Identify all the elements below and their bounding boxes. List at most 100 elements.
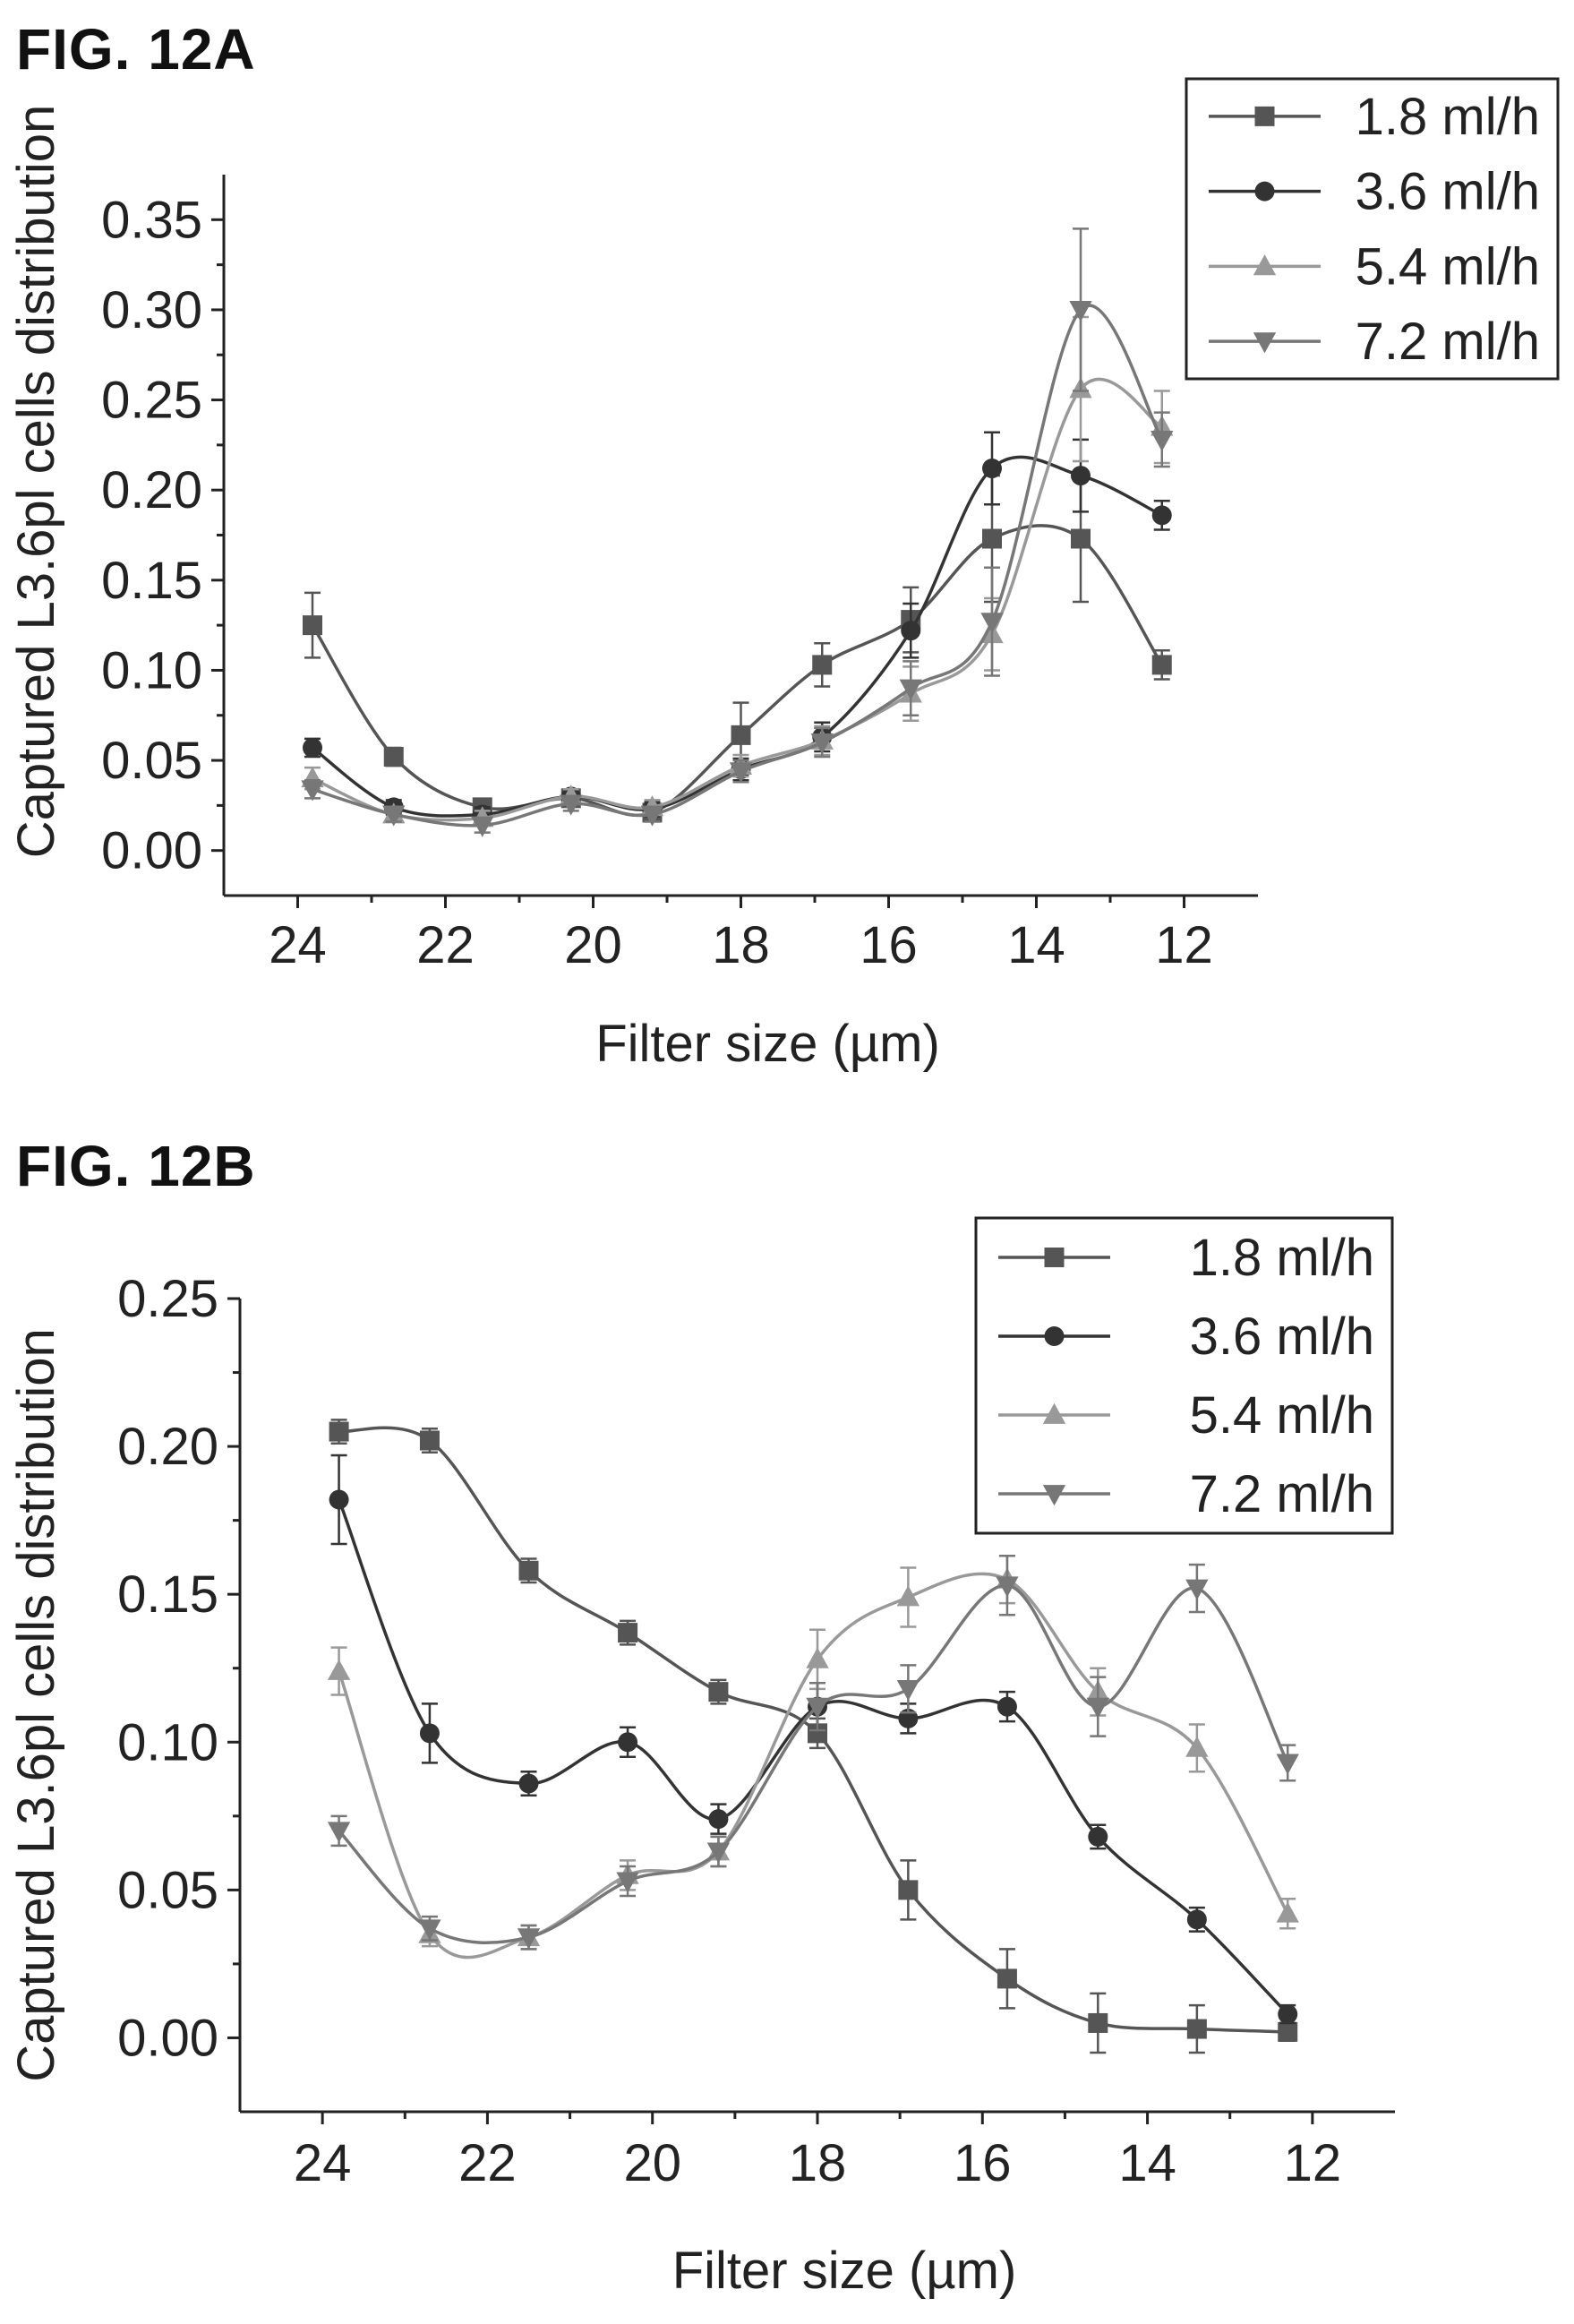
series-line (337, 1572, 1289, 1960)
legend-marker (1042, 1485, 1066, 1506)
legend-label: 7.2 ml/h (1190, 1465, 1374, 1523)
y-tick-label: 0.25 (101, 372, 202, 430)
data-point (1151, 430, 1174, 452)
y-tick-label: 0.00 (117, 2009, 218, 2067)
x-tick-label: 22 (416, 916, 475, 974)
data-point (1088, 1826, 1108, 1847)
legend-label: 3.6 ml/h (1356, 163, 1540, 221)
data-point (997, 1968, 1017, 1989)
data-point (560, 794, 583, 816)
data-point (640, 805, 664, 827)
series-1-8-ml-h (329, 1419, 1298, 2054)
y-tick-label: 0.20 (101, 461, 202, 519)
data-point (327, 1822, 351, 1843)
data-point (1276, 1901, 1299, 1923)
data-point (1186, 1909, 1207, 1930)
x-tick-label: 12 (1155, 916, 1213, 974)
data-point (708, 1809, 729, 1830)
x-tick-label: 16 (860, 916, 918, 974)
y-axis-title: Captured L3.6pl cells distribution (7, 105, 65, 858)
data-point (997, 1696, 1017, 1717)
data-point (806, 1647, 829, 1668)
y-tick-label: 0.05 (117, 1861, 218, 1919)
series-3-6-ml-h (329, 1454, 1298, 2025)
data-point (896, 1585, 920, 1607)
y-tick-label: 0.30 (101, 281, 202, 339)
data-point (616, 1872, 639, 1893)
data-point (419, 1723, 440, 1744)
legend-marker (1254, 106, 1275, 126)
data-point (806, 1697, 829, 1719)
series-7-2-ml-h (301, 227, 1174, 837)
y-tick-label: 0.15 (101, 552, 202, 610)
y-axis-title: Captured L3.6pl cells distribution (7, 1328, 65, 2081)
legend: 1.8 ml/h 3.6 ml/h 5.4 ml/h 7.2 ml/h (1185, 77, 1560, 381)
legend-marker (1253, 332, 1277, 354)
data-point (1088, 2012, 1108, 2033)
data-point (706, 1842, 731, 1864)
legend-label: 1.8 ml/h (1190, 1229, 1374, 1287)
data-point (329, 1489, 349, 1510)
data-point (810, 733, 834, 755)
data-point (301, 780, 324, 802)
data-point (419, 1430, 440, 1451)
legend-entry: 5.4 ml/h (1209, 237, 1540, 296)
legend-marker (1254, 181, 1275, 202)
data-point (982, 459, 1002, 479)
figure-12b-label: FIG. 12B (16, 1134, 256, 1198)
legend-marker (1042, 1402, 1066, 1424)
data-point (708, 1682, 729, 1702)
legend-entry: 3.6 ml/h (1209, 163, 1540, 221)
legend-label: 5.4 ml/h (1190, 1386, 1374, 1445)
data-point (729, 762, 753, 784)
x-axis-title: Filter size (µm) (595, 1015, 940, 1073)
data-point (618, 1623, 638, 1643)
legend-marker (1044, 1248, 1065, 1267)
data-point (1186, 2019, 1207, 2039)
y-tick-label: 0.00 (101, 822, 202, 880)
y-tick-label: 0.10 (101, 641, 202, 699)
legend-entry: 1.8 ml/h (1209, 88, 1540, 146)
data-point (518, 1773, 539, 1794)
legend-entry: 3.6 ml/h (998, 1308, 1374, 1366)
x-tick-label: 14 (1118, 2134, 1176, 2192)
data-point (996, 1576, 1019, 1598)
legend-marker (1044, 1326, 1065, 1346)
data-point (901, 621, 921, 641)
y-tick-label: 0.10 (117, 1713, 218, 1771)
data-point (303, 737, 322, 758)
series-1-8-ml-h (303, 474, 1172, 823)
data-point (517, 1928, 541, 1950)
series-line (337, 1498, 1289, 2016)
legend-label: 7.2 ml/h (1356, 313, 1540, 371)
data-point (471, 816, 494, 837)
x-tick-label: 18 (789, 2134, 847, 2192)
data-point (899, 679, 922, 700)
legend-box (974, 1216, 1394, 1535)
data-point (1151, 505, 1172, 526)
data-point (618, 1732, 638, 1753)
data-point (982, 528, 1002, 549)
data-point (808, 1723, 827, 1744)
series-line (312, 377, 1163, 822)
data-point (382, 805, 406, 827)
x-tick-label: 18 (712, 916, 770, 974)
y-tick-label: 0.05 (101, 732, 202, 790)
data-point (1069, 301, 1092, 322)
data-point (327, 1659, 351, 1680)
series-7-2-ml-h (327, 1555, 1299, 1951)
x-tick-label: 20 (623, 2134, 681, 2192)
figure-12a-label: FIG. 12A (16, 17, 256, 81)
x-tick-label: 24 (269, 916, 327, 974)
x-tick-label: 14 (1007, 916, 1065, 974)
data-point (1071, 528, 1091, 549)
legend-label: 1.8 ml/h (1356, 88, 1540, 146)
chart-12a: 0.00 0.05 0.10 0.15 0.20 0.25 0.30 0.35 24 22 20 18… (7, 77, 1560, 1073)
legend-box (1185, 77, 1560, 381)
data-point (896, 1679, 920, 1702)
legend: 1.8 ml/h 3.6 ml/h 5.4 ml/h 7.2 ml/h (974, 1216, 1394, 1535)
legend-marker (1253, 254, 1277, 276)
data-point (1278, 2021, 1298, 2042)
data-point (1278, 2004, 1298, 2025)
